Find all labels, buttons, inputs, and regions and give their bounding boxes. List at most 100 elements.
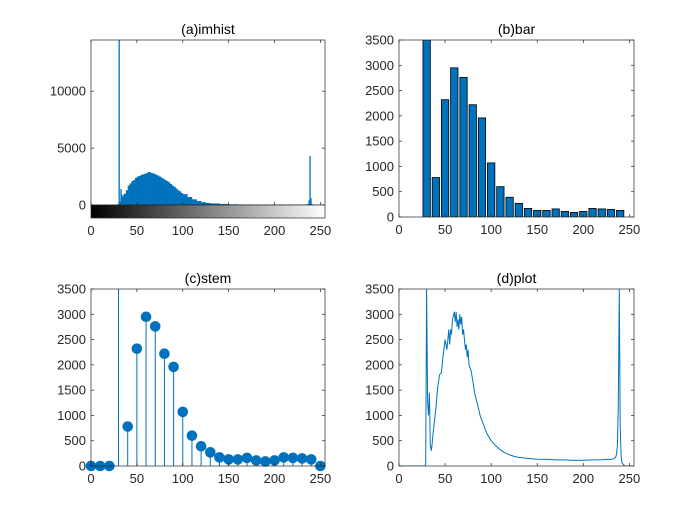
- y-tick-label: 0: [79, 198, 86, 213]
- bar: [616, 210, 625, 217]
- bar: [560, 211, 569, 217]
- stem-marker: [232, 454, 244, 465]
- histogram-bin: [144, 173, 147, 205]
- series-line: [399, 289, 634, 466]
- y-tick-label: 2000: [57, 357, 86, 372]
- chart-panel-2: 0 500 1000 1500 2000 2500 3000 3500 0 50 100 150 200…: [57, 270, 331, 486]
- stem-marker: [278, 452, 290, 463]
- y-tick-label: 1000: [57, 408, 86, 423]
- plot-area: [399, 289, 634, 466]
- bar: [477, 117, 487, 217]
- histogram-bin: [166, 181, 169, 205]
- y-tick-label: 3500: [365, 282, 394, 297]
- stem-marker: [287, 452, 299, 464]
- histogram-bin: [205, 202, 211, 205]
- x-tick-label: 100: [172, 471, 194, 486]
- y-tick-label: 1000: [365, 159, 394, 174]
- y-tick-label: 3000: [365, 58, 394, 73]
- y-tick-label: 500: [372, 184, 394, 199]
- stem-marker: [186, 430, 198, 441]
- stem-marker: [159, 348, 170, 360]
- stem-marker: [177, 406, 189, 418]
- y-tick-label: 1500: [365, 383, 394, 398]
- bar: [450, 67, 459, 217]
- bar: [606, 209, 616, 217]
- x-tick-label: 0: [395, 222, 402, 237]
- histogram-bin: [306, 204, 309, 205]
- bar: [514, 202, 523, 217]
- stem-marker: [204, 447, 216, 458]
- x-tick-label: 150: [218, 223, 240, 238]
- y-tick-label: 3000: [57, 307, 86, 322]
- y-tick-label: 3000: [365, 307, 394, 322]
- histogram-bin: [308, 200, 310, 205]
- stem-marker: [214, 452, 225, 463]
- y-tick-label: 500: [64, 433, 86, 448]
- bar: [505, 196, 514, 217]
- histogram-bin: [196, 201, 202, 205]
- x-tick-label: 50: [130, 223, 144, 238]
- histogram-bin: [135, 177, 138, 205]
- y-tick-label: 2500: [365, 332, 394, 347]
- histogram-bin: [122, 197, 124, 205]
- bar: [459, 77, 468, 217]
- bar: [588, 208, 597, 217]
- y-tick-label: 10000: [50, 84, 86, 99]
- histogram-bin: [191, 199, 197, 205]
- histogram-bin: [210, 203, 220, 205]
- histogram-bin: [173, 186, 176, 205]
- x-tick-label: 250: [310, 223, 332, 238]
- x-tick-label: 200: [264, 471, 286, 486]
- y-tick-label: 0: [387, 210, 394, 225]
- bar: [440, 99, 450, 217]
- y-tick-label: 3500: [365, 33, 394, 48]
- x-tick-label: 250: [619, 222, 641, 237]
- histogram-bin: [125, 190, 129, 205]
- histogram-bin: [129, 183, 132, 205]
- bar: [597, 208, 606, 217]
- y-tick-label: 1500: [365, 134, 394, 149]
- x-tick-label: 0: [87, 223, 94, 238]
- y-tick-label: 2500: [57, 332, 86, 347]
- bar: [523, 208, 533, 217]
- histogram-bin: [179, 191, 182, 205]
- histogram-bin: [142, 174, 145, 205]
- histogram-bin: [164, 179, 167, 205]
- chart-title: (c)stem: [185, 270, 232, 286]
- stem-marker: [168, 361, 179, 373]
- x-tick-label: 50: [438, 222, 452, 237]
- x-tick-label: 100: [480, 222, 502, 237]
- stem-marker: [223, 454, 234, 465]
- plot-area: [91, 289, 325, 466]
- histogram-bin: [309, 156, 311, 205]
- x-tick-label: 50: [130, 471, 144, 486]
- x-tick-label: 150: [526, 471, 548, 486]
- x-tick-label: 150: [218, 471, 240, 486]
- histogram-bin: [133, 179, 136, 205]
- bar: [468, 104, 477, 217]
- histogram-bin: [136, 176, 140, 205]
- histogram-bin: [177, 190, 180, 205]
- y-tick-label: 2000: [365, 108, 394, 123]
- x-tick-label: 100: [172, 223, 194, 238]
- y-tick-label: 0: [79, 459, 86, 474]
- bar: [431, 177, 440, 217]
- stem-marker: [149, 321, 161, 332]
- y-tick-label: 2500: [365, 83, 394, 98]
- x-tick-label: 0: [87, 471, 94, 486]
- stem-marker: [260, 456, 271, 467]
- y-tick-label: 1500: [57, 383, 86, 398]
- histogram-bin: [127, 185, 130, 205]
- stem-marker: [195, 440, 207, 452]
- y-tick-label: 1000: [365, 408, 394, 423]
- histogram-bin: [131, 181, 134, 205]
- histogram-bin: [121, 194, 123, 205]
- x-tick-label: 150: [526, 222, 548, 237]
- stem-marker: [140, 311, 152, 323]
- plot-area: [91, 40, 325, 205]
- histogram-bin: [118, 40, 120, 205]
- histogram-bin: [140, 174, 143, 205]
- chart-title: (a)imhist: [181, 21, 235, 37]
- histogram-bin: [124, 193, 127, 205]
- data-layer: [117, 40, 314, 205]
